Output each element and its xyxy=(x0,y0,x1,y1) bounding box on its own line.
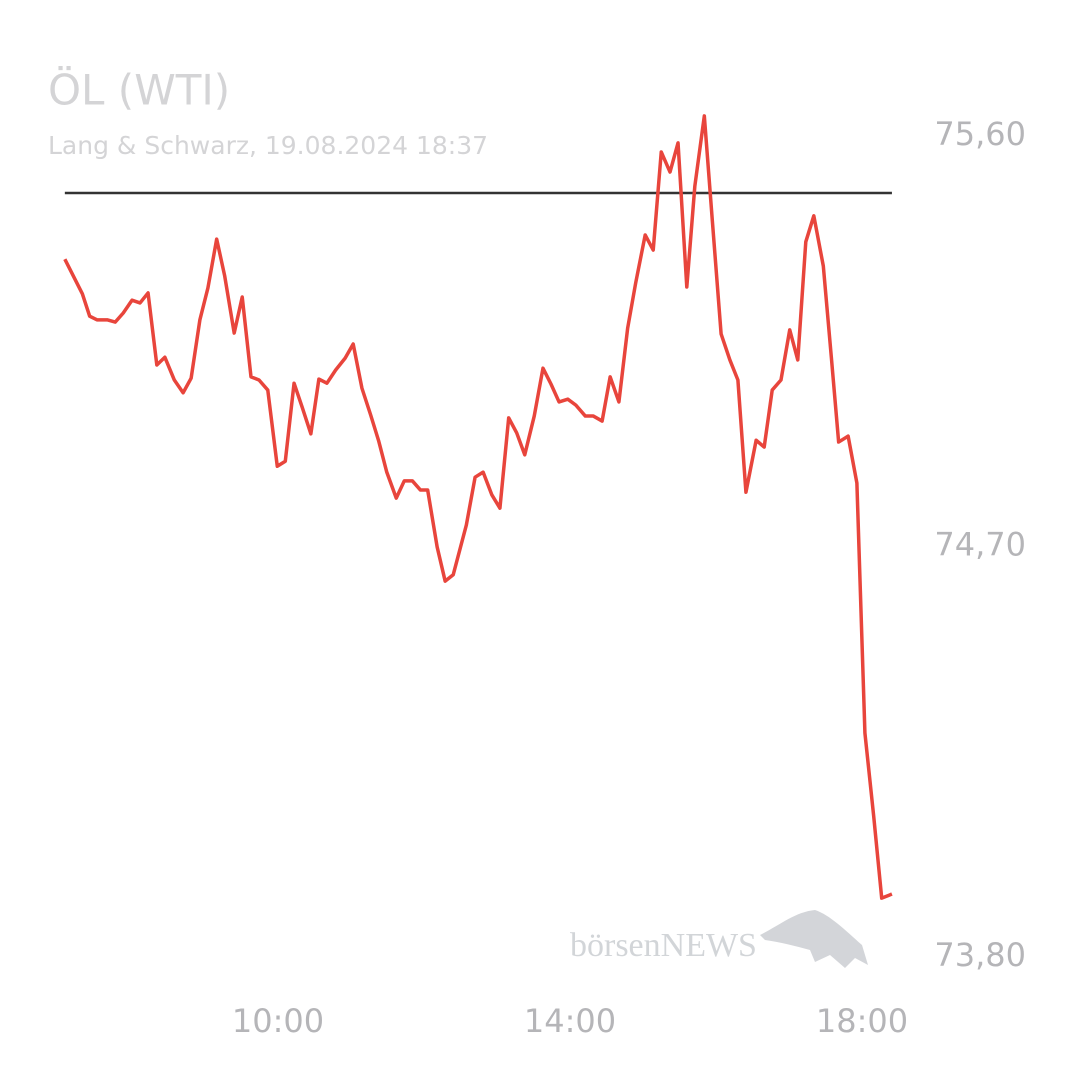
watermark-logo: börsenNEWS xyxy=(570,910,868,968)
x-tick-label: 14:00 xyxy=(524,1002,616,1040)
watermark: börsenNEWS xyxy=(570,927,757,964)
bull-icon xyxy=(760,910,868,968)
y-tick-label: 74,70 xyxy=(934,526,1026,564)
x-tick-label: 10:00 xyxy=(232,1002,324,1040)
chart-subtitle: Lang & Schwarz, 19.08.2024 18:37 xyxy=(48,131,488,160)
y-tick-label: 73,80 xyxy=(934,936,1026,974)
price-line xyxy=(63,114,893,900)
x-tick-label: 18:00 xyxy=(816,1002,908,1040)
chart-title: ÖL (WTI) xyxy=(48,65,230,115)
y-tick-label: 75,60 xyxy=(934,115,1026,153)
